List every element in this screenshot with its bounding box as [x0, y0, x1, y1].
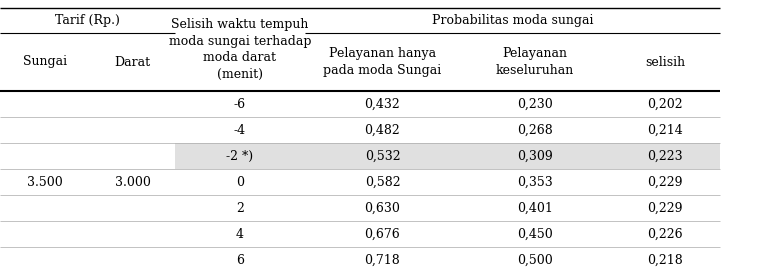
Text: 0,230: 0,230	[517, 97, 553, 110]
Text: 0,432: 0,432	[365, 97, 401, 110]
Text: Pelayanan
keseluruhan: Pelayanan keseluruhan	[496, 47, 574, 77]
Text: 0,401: 0,401	[517, 202, 553, 215]
Text: Tarif (Rp.): Tarif (Rp.)	[55, 14, 120, 27]
Text: 2: 2	[236, 202, 244, 215]
Text: Pelayanan hanya
pada moda Sungai: Pelayanan hanya pada moda Sungai	[324, 47, 442, 77]
Text: selisih: selisih	[645, 55, 685, 69]
Text: 0: 0	[236, 175, 244, 188]
Text: 0,582: 0,582	[365, 175, 401, 188]
Text: 0,309: 0,309	[517, 150, 553, 162]
Text: 0,676: 0,676	[365, 227, 401, 240]
Text: Selisih waktu tempuh
moda sungai terhadap
moda darat
(menit): Selisih waktu tempuh moda sungai terhada…	[169, 18, 311, 81]
Bar	[175, 143, 720, 169]
Text: 0,532: 0,532	[365, 150, 401, 162]
Text: 0,202: 0,202	[647, 97, 683, 110]
Text: 0,218: 0,218	[647, 254, 683, 267]
Text: 0,268: 0,268	[517, 123, 553, 137]
Text: 0,353: 0,353	[517, 175, 553, 188]
Text: 0,229: 0,229	[647, 175, 683, 188]
Text: 0,482: 0,482	[365, 123, 401, 137]
Text: 0,223: 0,223	[647, 150, 683, 162]
Text: 4: 4	[236, 227, 244, 240]
Text: Darat: Darat	[114, 55, 151, 69]
Text: 0,214: 0,214	[647, 123, 683, 137]
Text: 0,500: 0,500	[517, 254, 553, 267]
Text: -2 *): -2 *)	[226, 150, 254, 162]
Text: 3.000: 3.000	[114, 175, 150, 188]
Text: 6: 6	[236, 254, 244, 267]
Text: 0,718: 0,718	[365, 254, 401, 267]
Text: 0,450: 0,450	[517, 227, 553, 240]
Text: 0,229: 0,229	[647, 202, 683, 215]
Text: 0,630: 0,630	[365, 202, 401, 215]
Text: Probabilitas moda sungai: Probabilitas moda sungai	[432, 14, 594, 27]
Text: -6: -6	[234, 97, 246, 110]
Text: 3.500: 3.500	[27, 175, 63, 188]
Text: -4: -4	[234, 123, 246, 137]
Text: 0,226: 0,226	[647, 227, 683, 240]
Text: Sungai: Sungai	[23, 55, 67, 69]
